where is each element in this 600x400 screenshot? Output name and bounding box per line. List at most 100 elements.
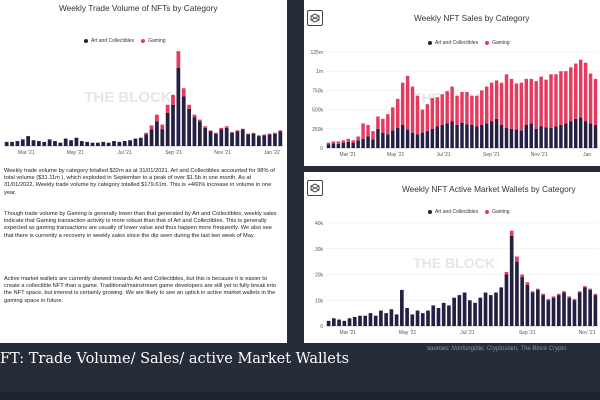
bar-gaming: [273, 132, 277, 134]
bar-gaming: [230, 131, 234, 133]
x-tick-label: Sep '21: [165, 150, 182, 156]
bar-art: [128, 140, 132, 146]
bar-art: [394, 314, 399, 326]
bar-art: [389, 309, 394, 326]
bar-art: [42, 141, 47, 147]
bar-art: [235, 131, 240, 146]
bar-gaming: [455, 95, 459, 125]
bar-gaming: [525, 282, 530, 285]
bar-art: [410, 314, 415, 326]
bar-art: [499, 124, 504, 148]
legend-art-dot: [428, 41, 432, 45]
bar-art: [251, 133, 256, 147]
bar-art: [524, 124, 529, 148]
bar-gaming: [410, 86, 415, 133]
bar-art: [541, 295, 545, 326]
bar-art: [431, 305, 436, 326]
bar-art: [144, 134, 149, 146]
bar-art: [138, 137, 143, 146]
bar-art: [20, 139, 25, 146]
bar-gaming: [395, 98, 400, 129]
bar-art: [544, 127, 548, 148]
sources-note: sources: Nonfungible, Cryptoslam, The Bl…: [427, 346, 566, 352]
bar-art: [546, 300, 551, 326]
bar-gaming: [219, 127, 224, 130]
x-tick-label: Mar '21: [340, 330, 357, 336]
bar-gaming: [480, 90, 484, 125]
bar-art: [53, 141, 57, 146]
bar-art: [494, 118, 499, 148]
bar-art: [410, 132, 415, 148]
bar-gaming: [197, 119, 202, 122]
bar-gaming: [240, 128, 245, 130]
bar-gaming: [435, 97, 439, 127]
x-tick-label: Jul '21: [117, 150, 132, 156]
bar-art: [470, 124, 474, 148]
bar-gaming: [524, 78, 529, 125]
bar-art: [69, 140, 73, 146]
bar-gaming: [187, 104, 191, 109]
bar-art: [160, 129, 165, 146]
bar-art: [391, 130, 395, 148]
y-tick-label: 0: [320, 324, 323, 330]
bar-gaming: [262, 134, 267, 136]
bar-gaming: [583, 62, 588, 122]
bar-gaming: [376, 116, 380, 129]
bar-gaming: [165, 104, 170, 113]
bar-art: [504, 274, 509, 326]
bar-art: [436, 307, 441, 326]
sources-label: sources:: [427, 346, 450, 352]
bar-gaming: [425, 104, 430, 132]
bar-gaming: [519, 82, 524, 131]
nft-sales-chart-title: Weekly NFT Sales by Category: [414, 13, 530, 23]
bar-art: [351, 143, 355, 148]
bar-art: [176, 67, 181, 147]
summary-paragraph-3: Active market wallets are currently skew…: [4, 276, 277, 304]
bar-gaming: [546, 298, 551, 301]
bar-gaming: [489, 82, 494, 122]
bar-gaming: [192, 114, 197, 118]
bar-art: [63, 138, 68, 146]
legend-gaming-dot: [141, 39, 146, 43]
chart-watermark: THE BLOCK: [413, 255, 495, 271]
trade-volume-panel: Weekly Trade Volume of NFTs by Category …: [0, 0, 287, 343]
bar-art: [15, 141, 20, 146]
legend-gaming-label: Gaming: [492, 40, 510, 46]
sources-text: Nonfungible, Cryptoslam, The Block Crypt…: [451, 346, 567, 352]
bar-gaming: [534, 81, 538, 129]
bar-gaming: [509, 78, 514, 129]
y-tick-label: 30k: [315, 247, 324, 253]
bar-art: [37, 141, 41, 146]
bar-art: [567, 297, 572, 326]
bar-gaming: [331, 141, 336, 144]
x-tick-label: Nov '21: [531, 152, 548, 158]
bar-gaming: [504, 74, 509, 129]
bar-gaming: [529, 78, 533, 124]
bar-art: [551, 297, 556, 326]
the-block-logo-icon: [307, 180, 323, 196]
bar-gaming: [556, 293, 561, 296]
x-tick-label: Nov '21: [214, 150, 231, 156]
legend-art-dot: [84, 39, 88, 43]
bar-art: [509, 128, 514, 148]
bar-gaming: [574, 63, 578, 119]
legend-gaming-dot: [485, 41, 490, 45]
bar-art: [181, 96, 186, 146]
bar-art: [525, 284, 530, 326]
active-wallets-chart-title: Weekly NFT Active Market Wallets by Cate…: [402, 184, 576, 194]
bar-art: [426, 310, 430, 326]
bar-art: [31, 140, 36, 146]
bar-gaming: [445, 91, 449, 124]
legend-art-label: Art and Collectibles: [435, 40, 479, 46]
bar-art: [441, 302, 446, 327]
bar-art: [529, 123, 533, 148]
x-tick-label: Mar '21: [18, 150, 35, 156]
active-wallets-legend: Art and Collectibles Gaming: [428, 209, 510, 215]
bar-art: [509, 235, 514, 327]
trade-volume-legend: Art and Collectibles Gaming: [84, 38, 166, 44]
bar-art: [326, 320, 331, 326]
bar-gaming: [499, 82, 504, 125]
bar-gaming: [386, 114, 390, 135]
bar-art: [395, 128, 400, 148]
x-tick-label: Sep '21: [519, 330, 536, 336]
